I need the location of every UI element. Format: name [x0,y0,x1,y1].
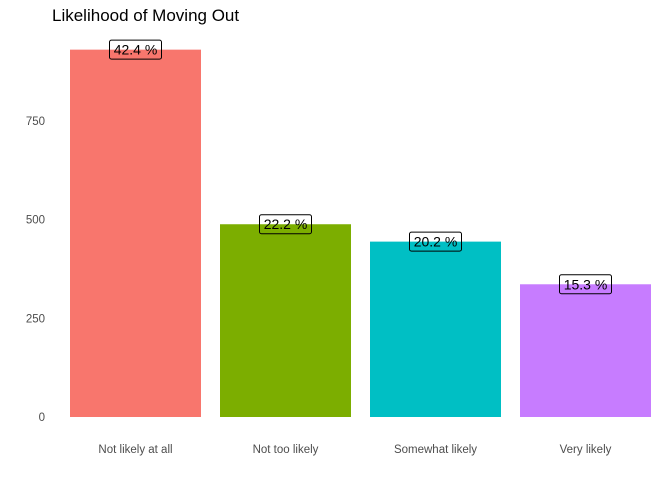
data-label-box [559,274,612,295]
x-tick-label: Very likely [560,444,612,456]
bar [370,241,501,417]
data-label-text: 15.3 % [564,276,608,292]
data-label: 20.2 % [409,231,462,252]
y-tick-label: 250 [26,313,45,325]
y-tick-label: 500 [26,215,45,227]
data-label-text: 22.2 % [264,216,308,232]
data-label-text: 20.2 % [414,234,458,250]
y-axis: 0 250 500 750 [26,116,45,424]
bar [220,224,351,417]
y-tick-label: 750 [26,116,45,128]
x-tick-label: Not likely at all [98,444,172,456]
bar [520,284,651,417]
data-label: 42.4 % [109,39,162,60]
data-label: 15.3 % [559,274,612,295]
data-labels: 42.4 % 22.2 % 20.2 % 15.3 % [109,39,612,295]
y-tick-label: 0 [39,412,45,424]
data-label-box [259,214,312,235]
x-tick-label: Not too likely [253,444,319,456]
chart-title: Likelihood of Moving Out [52,6,240,25]
bar [70,49,201,418]
data-label-box [409,231,462,252]
x-tick-label: Somewhat likely [394,444,477,456]
data-label-box [109,39,162,60]
data-label: 22.2 % [259,214,312,235]
bars [70,49,651,418]
data-label-text: 42.4 % [114,42,158,58]
x-axis: Not likely at all Not too likely Somewhat … [98,444,611,456]
